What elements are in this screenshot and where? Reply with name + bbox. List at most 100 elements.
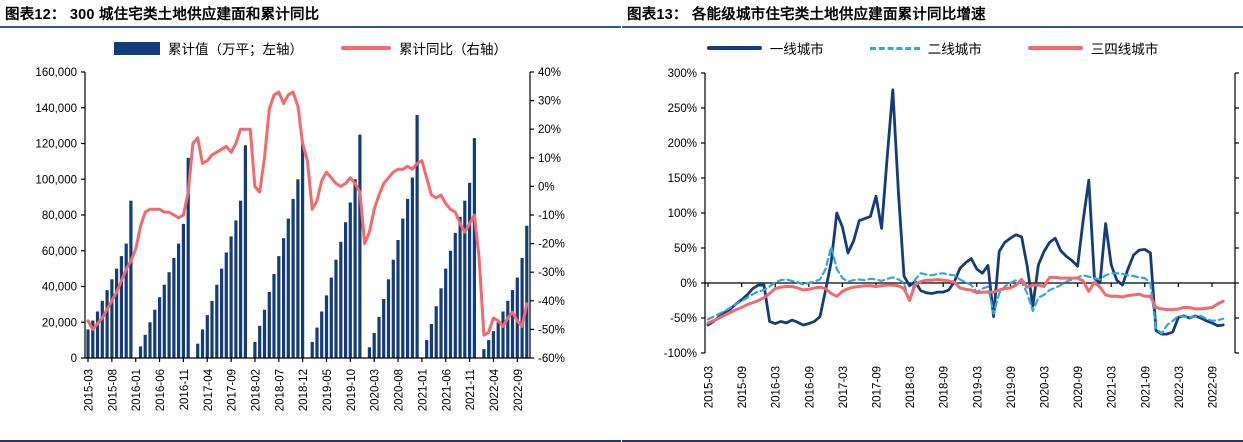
- axis-tick-label: 300%: [668, 68, 697, 80]
- axis-tick-label: 2021-09: [1140, 366, 1152, 408]
- axis-tick-label: 2018-03: [905, 366, 917, 408]
- bar: [520, 257, 524, 358]
- axis-tick-label: 0%: [538, 181, 555, 193]
- axis-tick-label: 2020-08: [394, 369, 406, 411]
- legend-label: 累计值（万平；左轴）: [168, 42, 303, 57]
- bar: [86, 329, 90, 358]
- axis-tick-label: 2015-09: [737, 366, 749, 408]
- bar: [234, 220, 238, 358]
- figure13-legend: 一线城市 二线城市 三四线城市: [622, 38, 1243, 58]
- bar: [377, 316, 381, 358]
- axis-tick-label: 2016-09: [804, 366, 816, 408]
- bar: [286, 218, 290, 358]
- axis-tick-label: 2016-06: [155, 369, 167, 411]
- axis-tick-label: 2019-09: [1006, 366, 1018, 408]
- bar: [429, 324, 433, 358]
- axis-tick-label: 2020-03: [370, 369, 382, 411]
- figure13-panel: 图表13： 各能级城市住宅类土地供应建面累计同比增速 一线城市 二线城市 三四线…: [622, 0, 1243, 442]
- figure12-title: 图表12： 300 城住宅类土地供应建面和累计同比: [5, 7, 320, 23]
- bar: [439, 288, 443, 358]
- axis-tick-label: 2017-03: [838, 366, 850, 408]
- bar: [415, 114, 419, 359]
- bar: [372, 333, 376, 358]
- bar: [153, 309, 157, 358]
- axis-tick-label: 50%: [674, 243, 697, 255]
- bar: [348, 202, 352, 358]
- axis-tick-label: 2017-04: [203, 368, 215, 411]
- bar: [329, 277, 333, 358]
- axis-tick-label: 2021-06: [441, 369, 453, 411]
- bar: [91, 320, 95, 358]
- axis-tick-label: 2019-05: [322, 369, 334, 411]
- bar: [487, 340, 491, 358]
- bar: [425, 340, 429, 358]
- bar: [353, 179, 357, 359]
- bar: [367, 347, 371, 358]
- bar: [396, 240, 400, 358]
- dashed-line-swatch: [869, 46, 920, 50]
- bar: [491, 331, 495, 358]
- figure12-legend: 累计值（万平；左轴） 累计同比（右轴）: [0, 38, 621, 58]
- axis-tick-label: 2016-03: [771, 366, 783, 408]
- bar: [119, 256, 123, 358]
- axis-tick-label: 30%: [538, 96, 561, 108]
- bar: [525, 225, 529, 358]
- axis-tick-label: 100%: [668, 208, 697, 220]
- bar: [282, 238, 286, 358]
- axis-tick-label: 2022-03: [1174, 366, 1186, 408]
- axis-tick-label: 2021-01: [417, 369, 429, 411]
- bar: [267, 291, 271, 358]
- bar: [124, 243, 128, 358]
- bar: [253, 341, 257, 358]
- axis-tick-label: -30%: [538, 267, 565, 279]
- bar: [105, 290, 109, 358]
- axis-tick-label: 2018-12: [298, 369, 310, 411]
- bar: [310, 341, 314, 358]
- bar: [315, 327, 319, 358]
- bar: [129, 200, 133, 358]
- axis-tick-label: 2017-09: [872, 366, 884, 408]
- axis-tick-label: -50%: [538, 324, 565, 336]
- bar: [258, 325, 262, 358]
- axis-tick-label: 40%: [538, 67, 561, 79]
- bar: [95, 311, 100, 358]
- legend-label: 二线城市: [927, 42, 982, 57]
- axis-tick-label: -40%: [538, 296, 565, 308]
- bar: [272, 274, 276, 358]
- bar: [177, 243, 181, 358]
- axis-tick-label: 2019-10: [346, 369, 358, 411]
- bar: [334, 259, 338, 358]
- axis-tick-label: 2021-03: [1107, 366, 1119, 408]
- axis-tick-label: 60,000: [42, 246, 77, 258]
- bar: [162, 284, 166, 358]
- axis-tick-label: 2019-03: [972, 366, 984, 408]
- legend-label: 一线城市: [769, 42, 824, 57]
- axis-tick-label: 20,000: [42, 317, 77, 329]
- bar: [138, 346, 143, 358]
- bar: [224, 252, 228, 358]
- bar: [501, 311, 505, 358]
- figure13-title-rule: [622, 26, 1243, 28]
- bar: [243, 145, 247, 358]
- bar: [220, 268, 224, 358]
- bar: [453, 232, 457, 358]
- figure12-panel: 图表12： 300 城住宅类土地供应建面和累计同比 累计值（万平；左轴） 累计同…: [0, 0, 621, 442]
- bar: [215, 284, 219, 358]
- bar: [200, 329, 205, 358]
- line-swatch: [341, 46, 391, 50]
- legend-item-tier34: 三四线城市: [1027, 38, 1158, 58]
- axis-tick-label: 140,000: [35, 103, 77, 115]
- figure12-chart: 160,000 140,000 120,000 100,000 80,000 60,000…: [35, 67, 565, 411]
- bar: [434, 306, 438, 358]
- bar: [158, 297, 162, 358]
- bar: [172, 257, 176, 358]
- bar: [205, 315, 209, 358]
- axis-tick-label: 120,000: [35, 139, 77, 151]
- bar: [382, 299, 386, 358]
- bar: [324, 295, 329, 358]
- axis-tick-label: 0: [71, 353, 77, 365]
- axis-tick-label: 2015-03: [84, 369, 96, 411]
- legend-item-cumulative-value: 累计值（万平；左轴）: [114, 38, 303, 58]
- legend-item-tier1: 一线城市: [706, 38, 824, 58]
- bar: [110, 279, 114, 358]
